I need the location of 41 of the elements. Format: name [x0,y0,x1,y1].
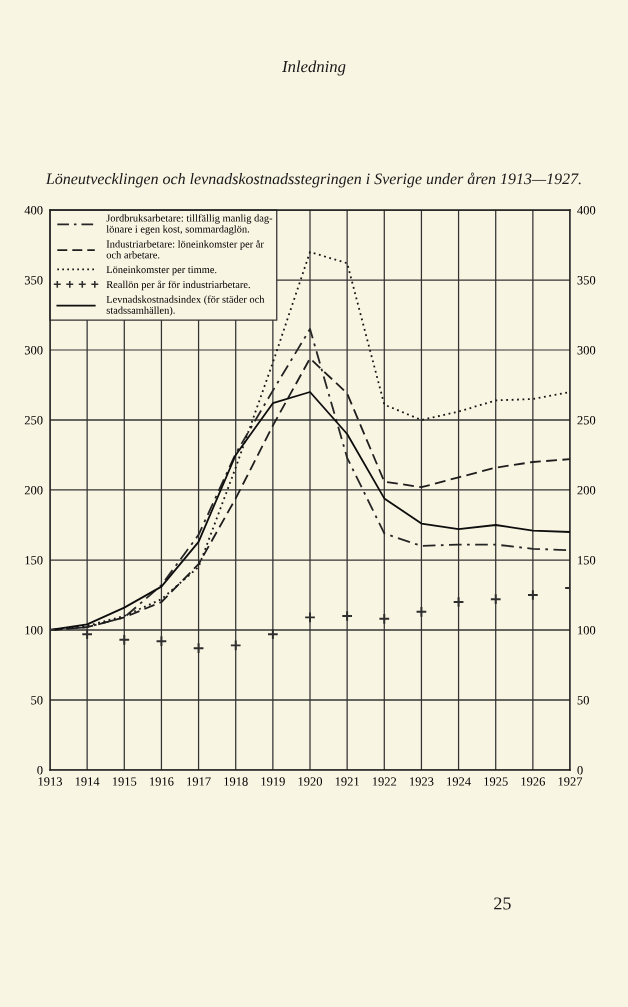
x-tick-label: 1921 [335,777,359,786]
y2-tick-label: 300 [577,346,596,355]
y2-tick-label: 400 [577,206,596,215]
chart-title: Löneutvecklingen och levnadskostnadsstegringen i Sverige under åren 1913—1927. [45,172,581,188]
x-tick-label: 1924 [447,777,471,786]
y-tick-label: 250 [24,416,43,425]
legend-label: Reallön per år för industriarbetare. [106,280,250,291]
y-tick-label: 50 [31,696,43,705]
text: Inledning [282,60,346,76]
x-tick-label: 1919 [261,777,285,786]
y2-tick-label: 350 [577,276,596,285]
y2-tick-label: 200 [577,486,596,495]
y2-tick-label: 250 [577,416,596,425]
y2-tick-label: 0 [577,766,583,775]
y-tick-label: 350 [24,276,43,285]
x-tick-label: 1914 [75,777,100,786]
x-tick-label: 1913 [38,777,63,786]
x-tick-label: 1920 [298,777,323,786]
x-tick-label: 1915 [112,777,137,786]
x-tick-label: 1927 [558,777,583,786]
y-tick-label: 300 [24,346,43,355]
x-tick-label: 1922 [372,777,397,786]
legend-label: Jordbruksarbetare: tillfällig manlig dag- lönare i egen kost, sommardaglön. [106,214,273,235]
y2-tick-label: 50 [577,696,589,705]
y-tick-label: 400 [24,206,43,215]
legend-label: Industriarbetare: löneinkomster per år och arbetare. [106,239,264,259]
y-tick-label: 150 [25,556,43,565]
x-tick-label: 1917 [187,777,211,786]
y2-tick-label: 100 [578,626,596,635]
y-tick-label: 0 [37,766,43,775]
text: 25 [494,897,511,910]
y-tick-label: 100 [25,626,43,635]
legend-label: Levnadskostnadsindex (för städer och stadssamhällen). [106,295,265,316]
x-tick-label: 1918 [224,777,248,786]
legend-label: Löneinkomster per timme. [106,265,217,276]
y-tick-label: 200 [24,486,43,495]
x-tick-label: 1923 [410,777,434,786]
x-tick-label: 1925 [484,777,508,786]
x-tick-label: 1916 [150,777,174,786]
x-tick-label: 1926 [521,777,545,786]
y2-tick-label: 150 [578,556,596,565]
